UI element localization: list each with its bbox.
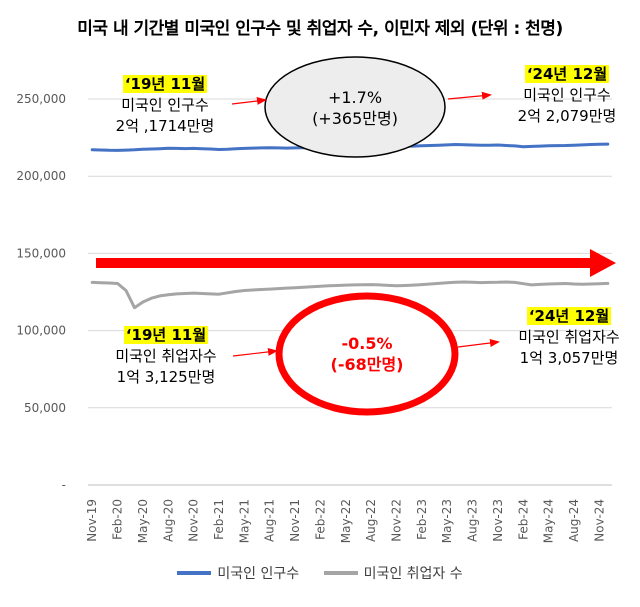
legend-item-population: 미국인 인구수	[177, 563, 299, 583]
x-tick-label: May-24	[542, 499, 556, 543]
emp-start-label: 미국인 취업자수	[115, 347, 217, 365]
pop-end-date: ‘24년 12월	[524, 65, 610, 83]
pop-change-pct: +1.7%	[327, 88, 383, 107]
x-tick-label: Aug-22	[364, 499, 378, 542]
x-tick-label: Feb-20	[111, 499, 125, 540]
pop-end-value: 2억 2,079만명	[517, 107, 617, 125]
y-tick-label: 200,000	[16, 169, 66, 183]
legend-swatch-population	[177, 571, 212, 575]
legend-label-employed: 미국인 취업자 수	[363, 566, 463, 582]
emp-end-pointer	[457, 339, 500, 348]
x-tick-label: Nov-24	[592, 499, 606, 542]
series-line-employed	[90, 280, 610, 310]
trend-arrow	[96, 249, 616, 277]
population-change-bubble	[264, 56, 446, 158]
pop-start-annotation: ‘19년 11월 미국인 인구수 2억 ,1714만명	[100, 74, 230, 137]
y-tick-label: -	[62, 478, 66, 492]
legend-swatch-employed	[323, 571, 358, 575]
employment-change-bubble	[275, 292, 459, 416]
emp-change-pct: -0.5%	[341, 334, 393, 353]
y-tick-label: 250,000	[16, 92, 66, 106]
chart-legend: 미국인 인구수 미국인 취업자 수	[0, 563, 640, 583]
emp-end-date: ‘24년 12월	[526, 307, 612, 325]
x-tick-label: Nov-20	[187, 499, 201, 542]
x-tick-label: Aug-24	[567, 499, 581, 542]
legend-item-employed: 미국인 취업자 수	[323, 563, 463, 583]
emp-start-annotation: ‘19년 11월 미국인 취업자수 1억 3,125만명	[96, 325, 236, 388]
y-tick-label: 150,000	[16, 246, 66, 260]
x-tick-label: May-22	[339, 499, 353, 543]
emp-change-text: -0.5% (-68만명)	[297, 333, 437, 375]
pop-start-label: 미국인 인구수	[121, 96, 209, 114]
x-tick-label: Feb-21	[212, 499, 226, 540]
x-tick-label: Feb-23	[415, 499, 429, 540]
x-tick-label: Feb-22	[313, 499, 327, 540]
pop-change-abs: (+365만명)	[312, 109, 398, 128]
pop-end-label: 미국인 인구수	[523, 86, 611, 104]
pop-start-date: ‘19년 11월	[122, 75, 208, 93]
x-tick-label: Aug-21	[263, 499, 277, 542]
emp-start-date: ‘19년 11월	[123, 326, 209, 344]
x-tick-label: May-23	[440, 499, 454, 543]
pop-start-pointer	[231, 96, 267, 105]
x-tick-label: Nov-22	[389, 499, 403, 542]
x-tick-label: Nov-21	[288, 499, 302, 542]
y-tick-label: 50,000	[24, 401, 66, 415]
emp-end-annotation: ‘24년 12월 미국인 취업자수 1억 3,057만명	[500, 306, 638, 369]
emp-change-abs: (-68만명)	[330, 355, 404, 374]
x-tick-label: Aug-23	[466, 499, 480, 542]
emp-end-value: 1억 3,057만명	[519, 349, 619, 367]
x-tick-label: Nov-19	[85, 499, 99, 542]
pop-end-pointer	[447, 91, 492, 100]
emp-start-pointer	[232, 347, 278, 357]
x-tick-label: Feb-24	[516, 499, 530, 540]
x-tick-label: May-21	[237, 499, 251, 543]
emp-start-value: 1억 3,125만명	[116, 368, 216, 386]
x-tick-label: Nov-23	[491, 499, 505, 542]
pop-start-value: 2억 ,1714만명	[115, 117, 215, 135]
pop-change-text: +1.7% (+365만명)	[285, 87, 425, 129]
legend-label-population: 미국인 인구수	[217, 566, 300, 582]
y-tick-label: 100,000	[16, 324, 66, 338]
pop-end-annotation: ‘24년 12월 미국인 인구수 2억 2,079만명	[498, 64, 636, 127]
emp-end-label: 미국인 취업자수	[518, 328, 620, 346]
chart-title: 미국 내 기간별 미국인 인구수 및 취업자 수, 이민자 제외 (단위 : 천…	[77, 19, 563, 39]
x-tick-label: Aug-20	[161, 499, 175, 542]
x-tick-label: May-20	[136, 499, 150, 543]
